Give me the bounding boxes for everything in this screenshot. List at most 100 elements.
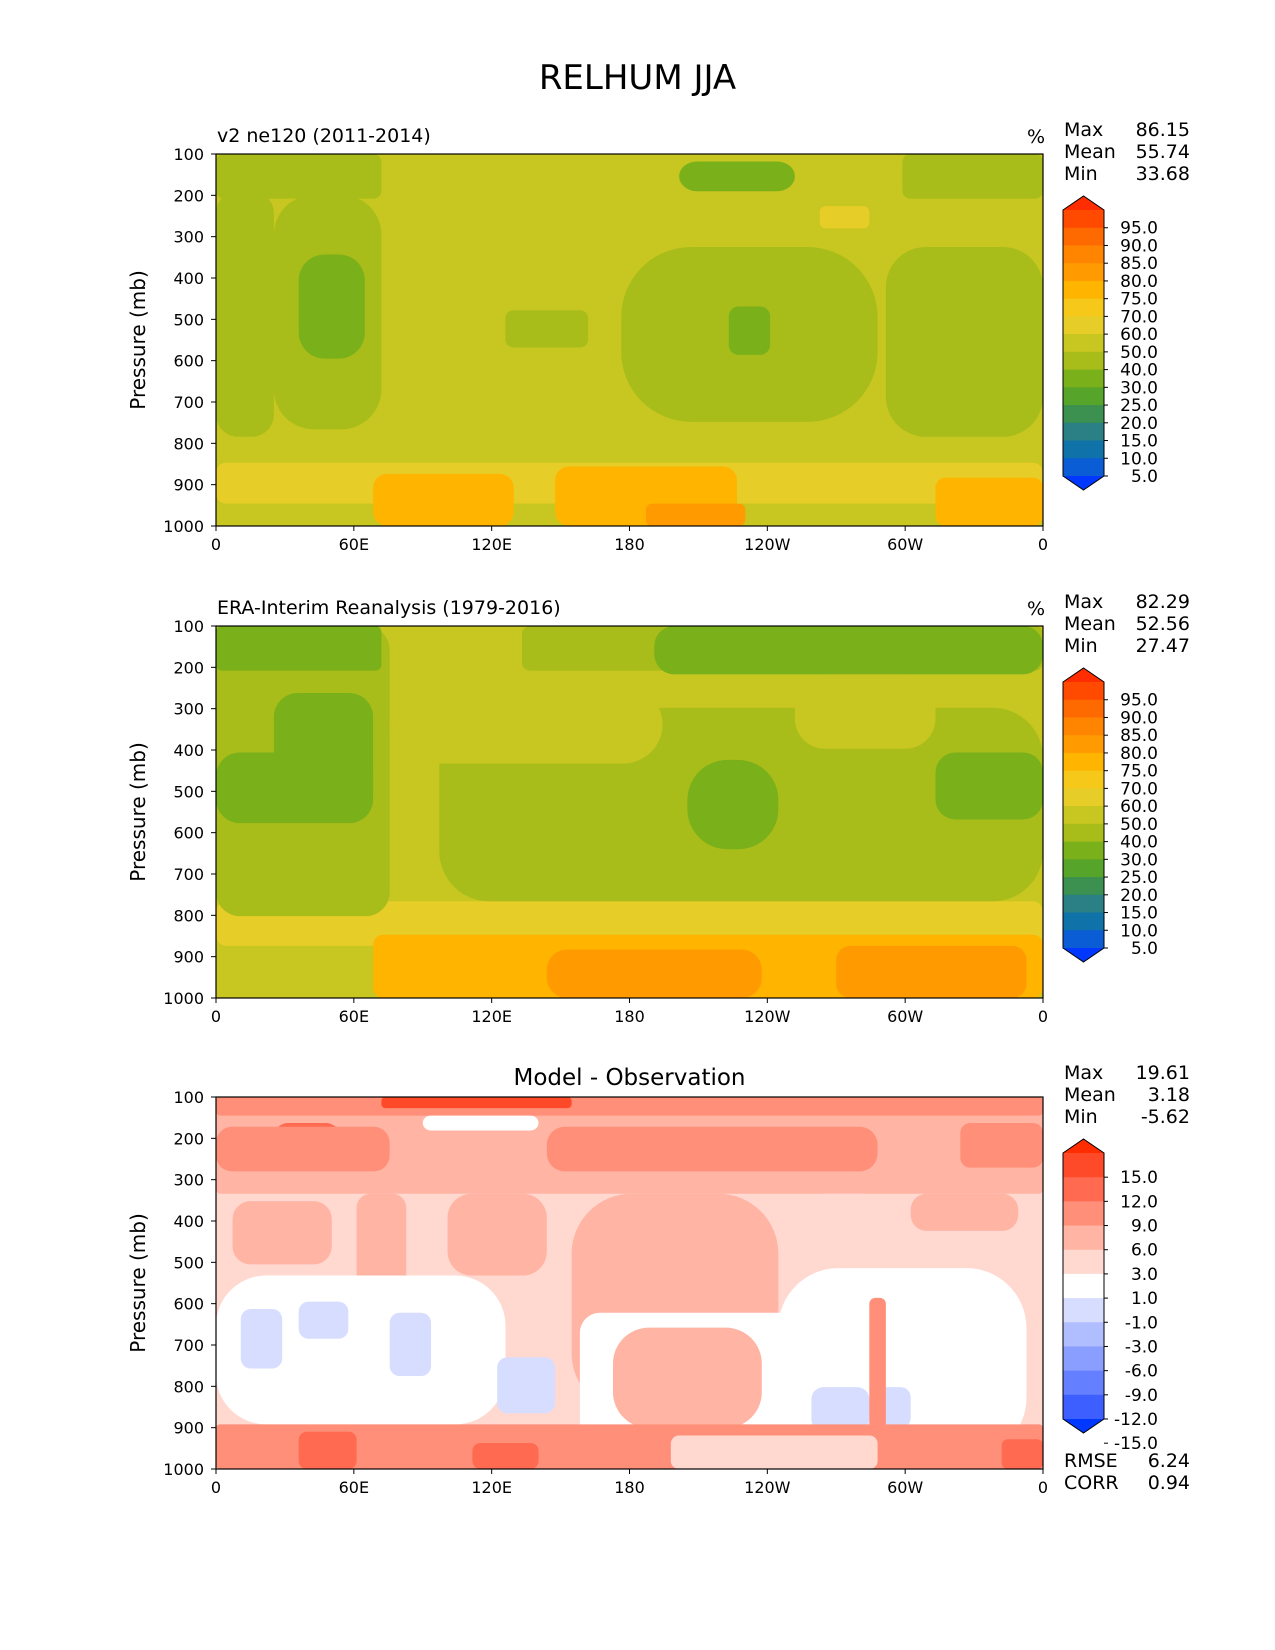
x-tick-label: 60W (887, 1478, 923, 1497)
colorbar-level-label: -1.0 (1125, 1313, 1158, 1333)
contour-fill-region (612, 1327, 762, 1429)
colorbar-level-label: 5.0 (1131, 467, 1158, 487)
colorbar-box (1063, 912, 1104, 931)
colorbar-box (1063, 699, 1104, 718)
y-tick-label: 400 (173, 741, 204, 760)
colorbar-box (1063, 1370, 1104, 1396)
y-tick-label: 1000 (163, 1460, 204, 1479)
stat-value-min: -5.62 (1141, 1106, 1190, 1128)
panel-reference: ERA-Interim Reanalysis (1979-2016) % 100 20… (126, 591, 1190, 1026)
y-tick-label: 100 (173, 617, 204, 636)
colorbar: 95.090.085.080.075.070.060.050.040.030.0… (1062, 195, 1158, 491)
y-tick-label: 200 (173, 186, 204, 205)
colorbar-level-label: 10.0 (1120, 921, 1158, 941)
colorbar-level-label: 20.0 (1120, 886, 1158, 906)
x-tick-label: 180 (614, 1478, 645, 1497)
stat-value-corr: 0.94 (1148, 1472, 1190, 1494)
stat-value-max: 19.61 (1136, 1062, 1190, 1084)
colorbar-box (1063, 369, 1104, 388)
contour-fill-region (679, 161, 795, 192)
stat-value-mean: 3.18 (1148, 1084, 1190, 1106)
x-tick-label: 60E (339, 535, 369, 554)
contour-fill-region (216, 1126, 390, 1172)
colorbar-box (1063, 263, 1104, 282)
x-tick-label: 120E (471, 535, 512, 554)
contour-fill-region (497, 1357, 556, 1414)
colorbar-box (1063, 1322, 1104, 1347)
x-tick-label: 60E (339, 1478, 369, 1497)
y-tick-label: 1000 (163, 989, 204, 1008)
stat-label-max: Max (1064, 119, 1103, 141)
colorbar-level-label: 50.0 (1120, 343, 1158, 363)
y-tick-label: 200 (173, 658, 204, 677)
panel-test: v2 ne120 (2011-2014) % 100 200 300 400 500 600 7… (126, 119, 1190, 554)
colorbar-box (1063, 930, 1104, 949)
contour-fill-region (654, 626, 1043, 675)
colorbar: 15.0 12.0 9.0 6.0 3.0 1.0 -1.0 -3.0 -6.0 -9.0 -12.… (1062, 1138, 1158, 1454)
stat-value-max: 86.15 (1136, 119, 1190, 141)
contour-fill-region (389, 685, 663, 764)
colorbar-box (1063, 298, 1104, 317)
y-tick-label: 500 (173, 310, 204, 329)
colorbar-box (1063, 788, 1104, 807)
stat-label-min: Min (1064, 1106, 1098, 1128)
contour-fill-region (811, 1387, 870, 1432)
units-label: % (1027, 126, 1045, 148)
contour-fill-region (356, 1193, 407, 1302)
contour-fill-region (1001, 1439, 1043, 1469)
contour-fill-region (869, 1297, 886, 1462)
colorbar-box (1063, 1153, 1104, 1178)
contour-fill-region (819, 206, 870, 229)
contour-fill-region (216, 1275, 506, 1425)
colorbar-box (1063, 458, 1104, 477)
colorbar-box (1063, 210, 1104, 229)
colorbar-level-label: 70.0 (1120, 307, 1158, 327)
colorbar-box (1063, 894, 1104, 914)
plot-area (216, 154, 1043, 526)
contour-fill-region (885, 247, 1043, 437)
contour-fill-region (381, 1097, 572, 1109)
colorbar-level-label: 20.0 (1120, 414, 1158, 434)
contour-fill-region (216, 191, 274, 437)
y-tick-label: 600 (173, 352, 204, 371)
stat-label-mean: Mean (1064, 141, 1116, 163)
y-tick-label: 800 (173, 906, 204, 925)
contour-fill-region (902, 154, 1043, 199)
y-tick-label: 600 (173, 824, 204, 843)
colorbar: 95.090.085.080.075.070.060.050.040.030.0… (1062, 667, 1158, 963)
x-tick-label: 120E (471, 1007, 512, 1026)
y-tick-label: 500 (173, 1253, 204, 1272)
contour-fill-region (273, 692, 374, 812)
panel-title: Model - Observation (513, 1065, 745, 1091)
y-tick-label: 400 (173, 1212, 204, 1231)
contour-fill-region (546, 1126, 878, 1172)
colorbar-level-label: 3.0 (1131, 1265, 1158, 1285)
colorbar-extension-bottom (1063, 948, 1104, 962)
y-tick-label: 1000 (163, 517, 204, 536)
colorbar-level-label: 95.0 (1120, 691, 1158, 711)
contour-fill-region (216, 626, 382, 671)
plot-area (216, 1097, 1043, 1469)
colorbar-level-label: 95.0 (1120, 219, 1158, 239)
contour-fill-region (505, 310, 589, 348)
contour-fill-region (960, 1123, 1043, 1168)
colorbar-extension-top (1063, 668, 1104, 682)
figure-title: RELHUM JJA (538, 58, 737, 98)
colorbar-box (1063, 227, 1104, 246)
stat-value-mean: 52.56 (1136, 613, 1190, 635)
colorbar-level-label: 75.0 (1120, 762, 1158, 782)
colorbar-level-label: 9.0 (1131, 1217, 1158, 1237)
y-tick-label: 300 (173, 700, 204, 719)
colorbar-level-label: 5.0 (1131, 939, 1158, 959)
y-tick-label: 300 (173, 1171, 204, 1190)
y-tick-label: 200 (173, 1129, 204, 1148)
colorbar-level-label: -12.0 (1114, 1410, 1158, 1430)
y-tick-label: 400 (173, 269, 204, 288)
x-tick-label: 0 (211, 1478, 221, 1497)
plot-area (216, 626, 1043, 998)
y-tick-label: 900 (173, 948, 204, 967)
colorbar-level-label: 1.0 (1131, 1289, 1158, 1309)
contour-fill-region (422, 1115, 539, 1131)
colorbar-box (1063, 405, 1104, 424)
contour-fill-region (472, 1442, 539, 1469)
